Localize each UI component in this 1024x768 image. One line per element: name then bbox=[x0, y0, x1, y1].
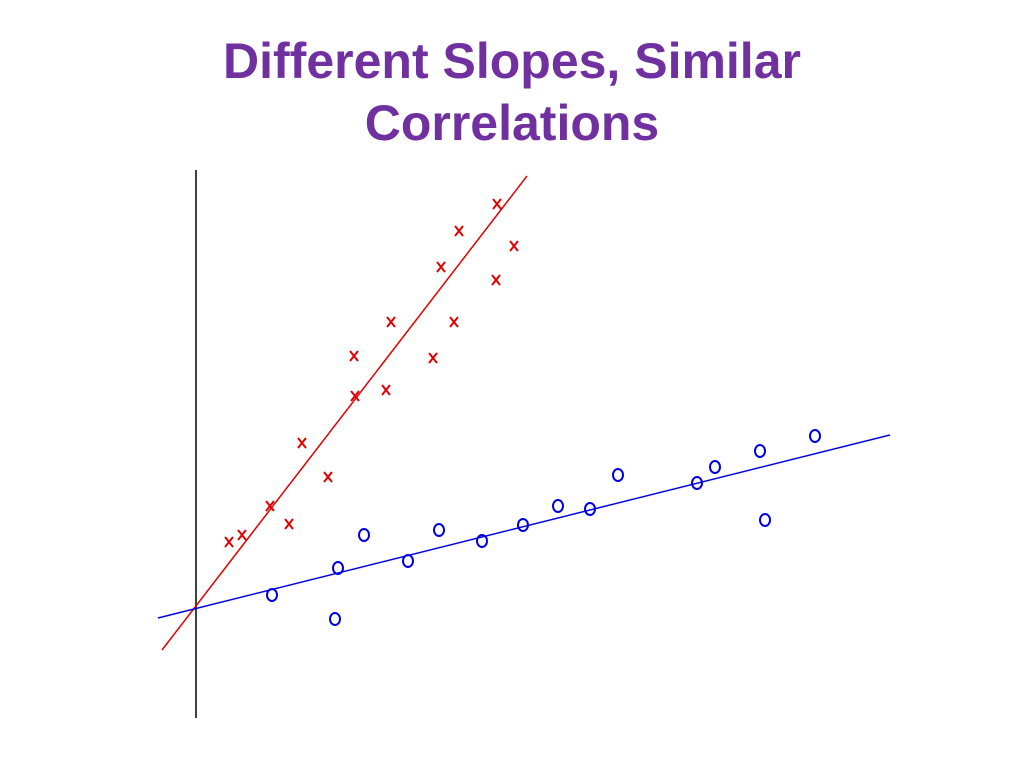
o-marker bbox=[358, 528, 370, 542]
o-marker bbox=[709, 460, 721, 474]
x-marker bbox=[436, 261, 446, 273]
x-marker bbox=[284, 518, 294, 530]
o-marker bbox=[809, 429, 821, 443]
x-marker bbox=[349, 350, 359, 362]
o-marker bbox=[433, 523, 445, 537]
x-marker bbox=[509, 240, 519, 252]
x-marker bbox=[323, 471, 333, 483]
o-marker bbox=[329, 612, 341, 626]
x-marker bbox=[224, 536, 234, 548]
o-marker bbox=[612, 468, 624, 482]
o-marker bbox=[552, 499, 564, 513]
o-marker bbox=[691, 476, 703, 490]
x-marker bbox=[428, 352, 438, 364]
x-marker bbox=[237, 529, 247, 541]
x-marker bbox=[386, 316, 396, 328]
x-marker bbox=[265, 500, 275, 512]
x-marker bbox=[297, 437, 307, 449]
o-marker bbox=[266, 588, 278, 602]
x-marker bbox=[491, 274, 501, 286]
o-marker bbox=[332, 561, 344, 575]
x-marker bbox=[492, 198, 502, 210]
x-marker bbox=[454, 225, 464, 237]
slide-title: Different Slopes, Similar Correlations bbox=[223, 33, 801, 151]
o-marker bbox=[754, 444, 766, 458]
trend-line bbox=[157, 434, 891, 619]
o-marker bbox=[584, 502, 596, 516]
x-marker bbox=[449, 316, 459, 328]
o-marker bbox=[476, 534, 488, 548]
trend-line bbox=[161, 175, 528, 651]
o-marker bbox=[517, 518, 529, 532]
x-marker bbox=[381, 384, 391, 396]
x-marker bbox=[350, 390, 360, 402]
o-marker bbox=[759, 513, 771, 527]
o-marker bbox=[402, 554, 414, 568]
